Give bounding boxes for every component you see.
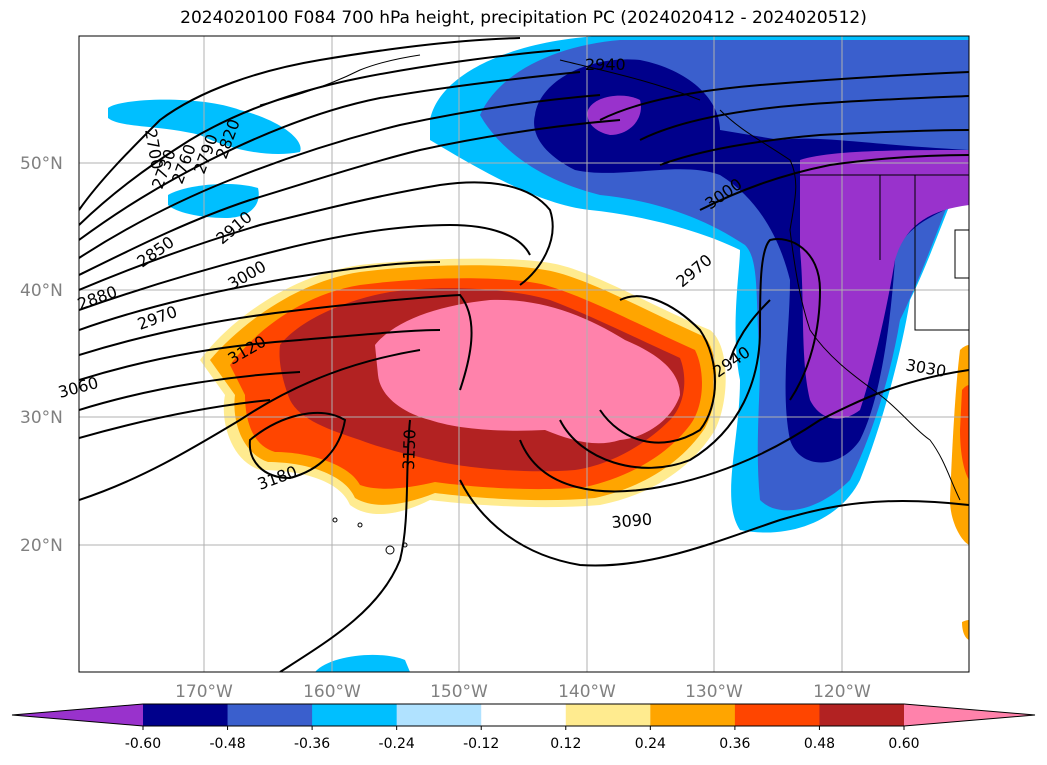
coastlines <box>259 54 969 555</box>
colorbar-swatch <box>819 704 905 726</box>
colorbar-swatch <box>481 704 567 726</box>
colorbar-swatch <box>565 704 651 726</box>
colorbar-swatch <box>396 704 482 726</box>
colorbar-tick-label: -0.12 <box>463 736 499 752</box>
lat-label: 30°N <box>20 408 63 428</box>
lon-label: 130°W <box>685 682 743 702</box>
colorbar-swatch <box>312 704 398 726</box>
neg-band-nw2 <box>168 184 259 218</box>
colorbar-tick-label: -0.24 <box>379 736 415 752</box>
colorbar-extend-min <box>12 704 143 726</box>
latitude-labels: 50°N 40°N 30°N 20°N <box>20 154 63 556</box>
colorbar: -0.60 -0.48 -0.36 -0.24 -0.12 0.12 0.24 0.36 0.4… <box>11 703 1036 752</box>
colorbar-tick-label: -0.48 <box>209 736 245 752</box>
lon-label: 140°W <box>558 682 616 702</box>
pos-region-pink <box>375 299 680 444</box>
colorbar-tick-label: -0.60 <box>125 736 161 752</box>
pos-right-edge-red <box>960 385 969 480</box>
lat-label: 20°N <box>20 536 63 556</box>
colorbar-swatch <box>650 704 736 726</box>
colorbar-tick-label: 0.36 <box>719 736 750 752</box>
lon-label: 120°W <box>813 682 871 702</box>
colorbar-swatch <box>734 704 820 726</box>
longitude-labels: 170°W 160°W 150°W 140°W 130°W 120°W <box>175 682 871 702</box>
lat-label: 40°N <box>20 281 63 301</box>
lon-label: 150°W <box>430 682 488 702</box>
colorbar-tick-label: 0.60 <box>888 736 919 752</box>
colorbar-tick-label: 0.12 <box>550 736 581 752</box>
colorbar-tick-label: 0.48 <box>804 736 835 752</box>
colorbar-swatch <box>227 704 313 726</box>
map-title: 2024020100 F084 700 hPa height, precipit… <box>180 8 867 28</box>
contour-label: 3090 <box>611 510 653 532</box>
height-contours <box>79 37 969 672</box>
colorbar-swatch <box>143 704 229 726</box>
neg-small-south <box>315 654 410 672</box>
colorbar-extend-max <box>904 704 1035 726</box>
colorbar-tick-label: 0.24 <box>635 736 666 752</box>
colorbar-tick-label: -0.36 <box>294 736 330 752</box>
lat-label: 50°N <box>20 154 63 174</box>
map-frame <box>78 35 970 673</box>
lon-label: 170°W <box>175 682 233 702</box>
contour-label: 3150 <box>399 429 419 470</box>
pos-small-south <box>962 620 969 640</box>
neg-core-small <box>587 95 641 135</box>
lon-label: 160°W <box>303 682 361 702</box>
contour-label: 2940 <box>585 55 626 74</box>
